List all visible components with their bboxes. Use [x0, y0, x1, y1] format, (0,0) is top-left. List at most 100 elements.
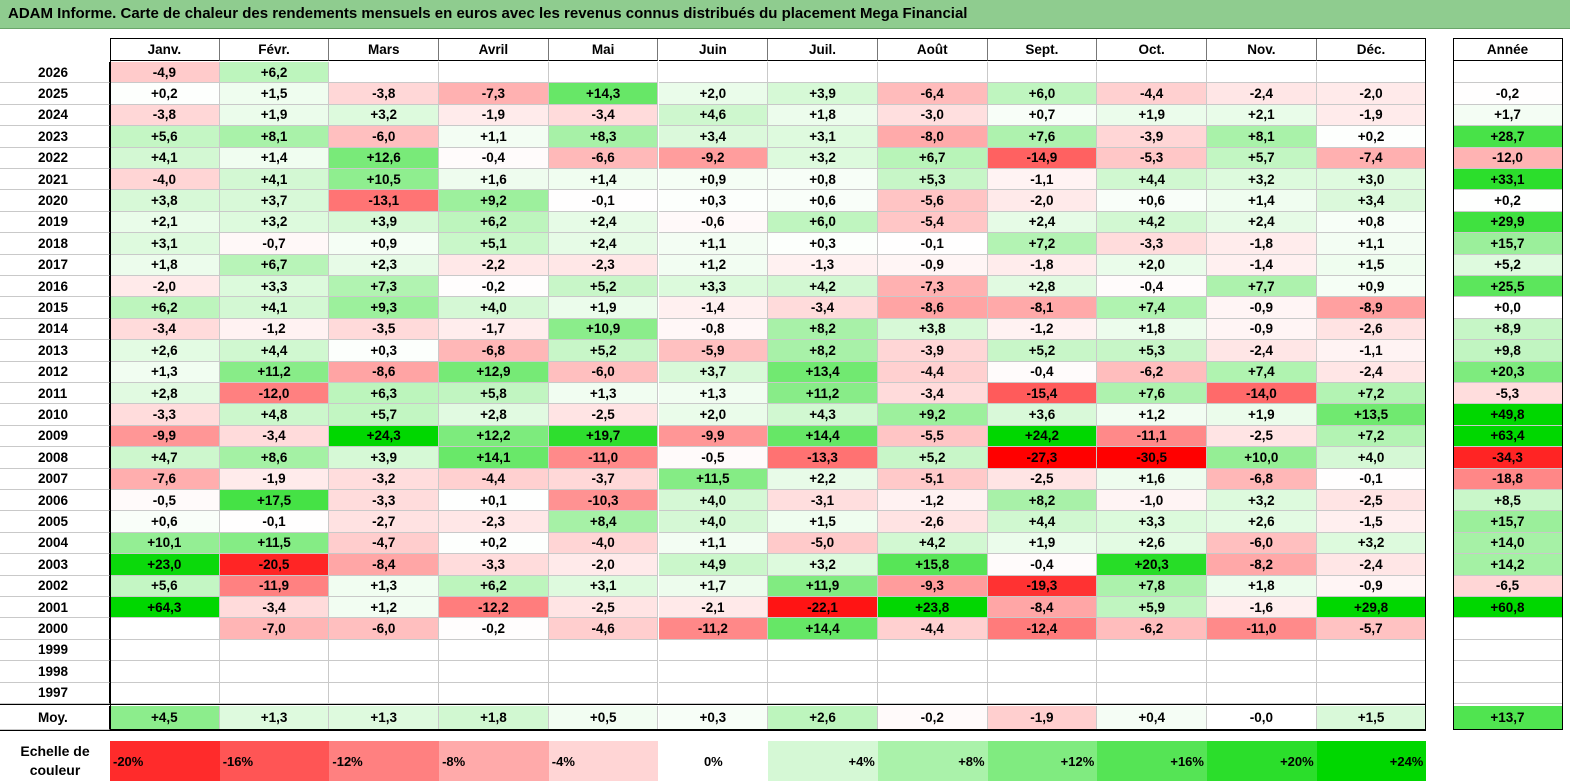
heatmap-cell	[329, 639, 440, 662]
heatmap-cell	[1097, 62, 1207, 84]
heatmap-cell: -2,4	[1207, 83, 1317, 105]
heatmap-cell: +4,0	[1316, 447, 1427, 469]
heatmap-cell: +8,1	[219, 126, 330, 148]
heatmap-cell	[1207, 62, 1317, 84]
heatmap-cell: -5,0	[768, 532, 878, 555]
heatmap-cell: -3,1	[768, 490, 878, 512]
average-cell: +0,5	[548, 706, 659, 730]
heatmap-cell	[1316, 62, 1427, 84]
heatmap-cell: +8,2	[768, 318, 878, 341]
heatmap-cell: +4,0	[658, 490, 769, 512]
heatmap-cell: +3,2	[1207, 169, 1317, 191]
row-year-label: 2022	[0, 147, 110, 169]
heatmap-cell: +3,3	[658, 276, 769, 298]
annual-total-cell	[1453, 682, 1563, 704]
heatmap-cell: +5,8	[439, 383, 549, 405]
heatmap-cell: -3,4	[548, 104, 659, 127]
annual-total-cell: +1,7	[1453, 104, 1563, 127]
heatmap-cell: +11,2	[219, 361, 330, 383]
heatmap-cell: -8,2	[1207, 554, 1317, 576]
heatmap-cell: +7,4	[1097, 297, 1207, 319]
heatmap-cell: +12,9	[439, 361, 549, 383]
average-cell: -0,0	[1207, 706, 1317, 730]
heatmap-cell: +0,8	[768, 169, 878, 191]
heatmap-cell: -9,9	[110, 425, 220, 448]
heatmap-cell: -8,0	[877, 126, 988, 148]
heatmap-cell: +3,6	[987, 404, 1098, 426]
heatmap-cell: +3,3	[219, 276, 330, 298]
heatmap-cell: +3,9	[329, 447, 440, 469]
heatmap-cell: +8,2	[768, 340, 878, 362]
heatmap-cell	[768, 639, 878, 662]
heatmap-cell: +2,0	[658, 404, 769, 426]
annual-total-cell: +14,0	[1453, 532, 1563, 555]
heatmap-cell: -9,9	[658, 425, 769, 448]
heatmap-cell: +1,7	[658, 575, 769, 597]
heatmap-cell: -0,1	[219, 511, 330, 533]
average-cell: -1,9	[987, 706, 1098, 730]
heatmap-cell	[329, 62, 440, 84]
heatmap-cell: -4,0	[110, 169, 220, 191]
heatmap-cell: +11,5	[658, 468, 769, 490]
heatmap-cell: -5,9	[658, 340, 769, 362]
heatmap-cell: +14,3	[548, 83, 659, 105]
heatmap-cell: +14,1	[439, 447, 549, 469]
heatmap-cell: +10,9	[548, 318, 659, 341]
heatmap-cell: +0,1	[439, 490, 549, 512]
color-scale-swatch: +24%	[1316, 741, 1427, 781]
heatmap-cell: +1,2	[329, 597, 440, 619]
heatmap-cell: -7,3	[877, 276, 988, 298]
heatmap-cell: +4,2	[877, 532, 988, 555]
row-year-label: 2003	[0, 554, 110, 576]
heatmap-cell: +5,2	[548, 276, 659, 298]
heatmap-cell: -0,4	[987, 361, 1098, 383]
heatmap-cell: +4,1	[219, 169, 330, 191]
heatmap-cell: -12,0	[219, 383, 330, 405]
heatmap-cell: +0,9	[1316, 276, 1427, 298]
row-year-label: 2010	[0, 404, 110, 426]
heatmap-cell: +3,2	[768, 147, 878, 169]
average-separator	[0, 704, 1427, 705]
heatmap-cell	[1316, 661, 1427, 683]
heatmap-cell: +10,0	[1207, 447, 1317, 469]
heatmap-cell: -6,0	[329, 126, 440, 148]
heatmap-cell	[329, 682, 440, 704]
annual-total-cell: +28,7	[1453, 126, 1563, 148]
heatmap-cell: +2,4	[987, 211, 1098, 234]
heatmap-cell: +2,6	[1207, 511, 1317, 533]
annual-total-cell: +33,1	[1453, 169, 1563, 191]
month-header: Août	[877, 38, 988, 61]
heatmap-cell: +5,2	[987, 340, 1098, 362]
heatmap-cell: -2,7	[329, 511, 440, 533]
heatmap-cell: +0,8	[1316, 211, 1427, 234]
heatmap-cell: +4,2	[1097, 211, 1207, 234]
row-year-label: 2023	[0, 126, 110, 148]
heatmap-cell: +0,7	[987, 104, 1098, 127]
heatmap-cell: -1,8	[987, 254, 1098, 276]
heatmap-cell: -0,2	[439, 276, 549, 298]
heatmap-cell: -2,4	[1207, 340, 1317, 362]
heatmap-cell: +1,1	[439, 126, 549, 148]
row-year-label: 2012	[0, 361, 110, 383]
heatmap-cell	[439, 639, 549, 662]
heatmap-cell: -3,9	[1097, 126, 1207, 148]
heatmap-cell: -2,5	[1316, 490, 1427, 512]
heatmap-cell: -8,6	[329, 361, 440, 383]
heatmap-cell: +3,2	[1207, 490, 1317, 512]
heatmap-cell: -0,1	[548, 190, 659, 212]
heatmap-cell: +9,2	[877, 404, 988, 426]
heatmap-cell: +0,2	[110, 83, 220, 105]
heatmap-cell	[548, 62, 659, 84]
heatmap-cell: -6,4	[877, 83, 988, 105]
heatmap-cell: -4,4	[439, 468, 549, 490]
heatmap-cell: -22,1	[768, 597, 878, 619]
heatmap-cell: -5,6	[877, 190, 988, 212]
heatmap-cell: -4,4	[877, 618, 988, 640]
heatmap-cell: +7,2	[1316, 383, 1427, 405]
heatmap-cell: -11,0	[548, 447, 659, 469]
heatmap-cell: -12,4	[987, 618, 1098, 640]
heatmap-cell: -1,8	[1207, 233, 1317, 255]
heatmap-cell: -10,3	[548, 490, 659, 512]
row-year-label: 1998	[0, 661, 110, 683]
row-year-label: 2000	[0, 618, 110, 640]
